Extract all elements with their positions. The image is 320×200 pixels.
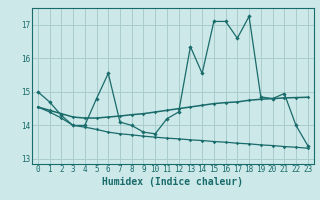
- X-axis label: Humidex (Indice chaleur): Humidex (Indice chaleur): [102, 177, 243, 187]
